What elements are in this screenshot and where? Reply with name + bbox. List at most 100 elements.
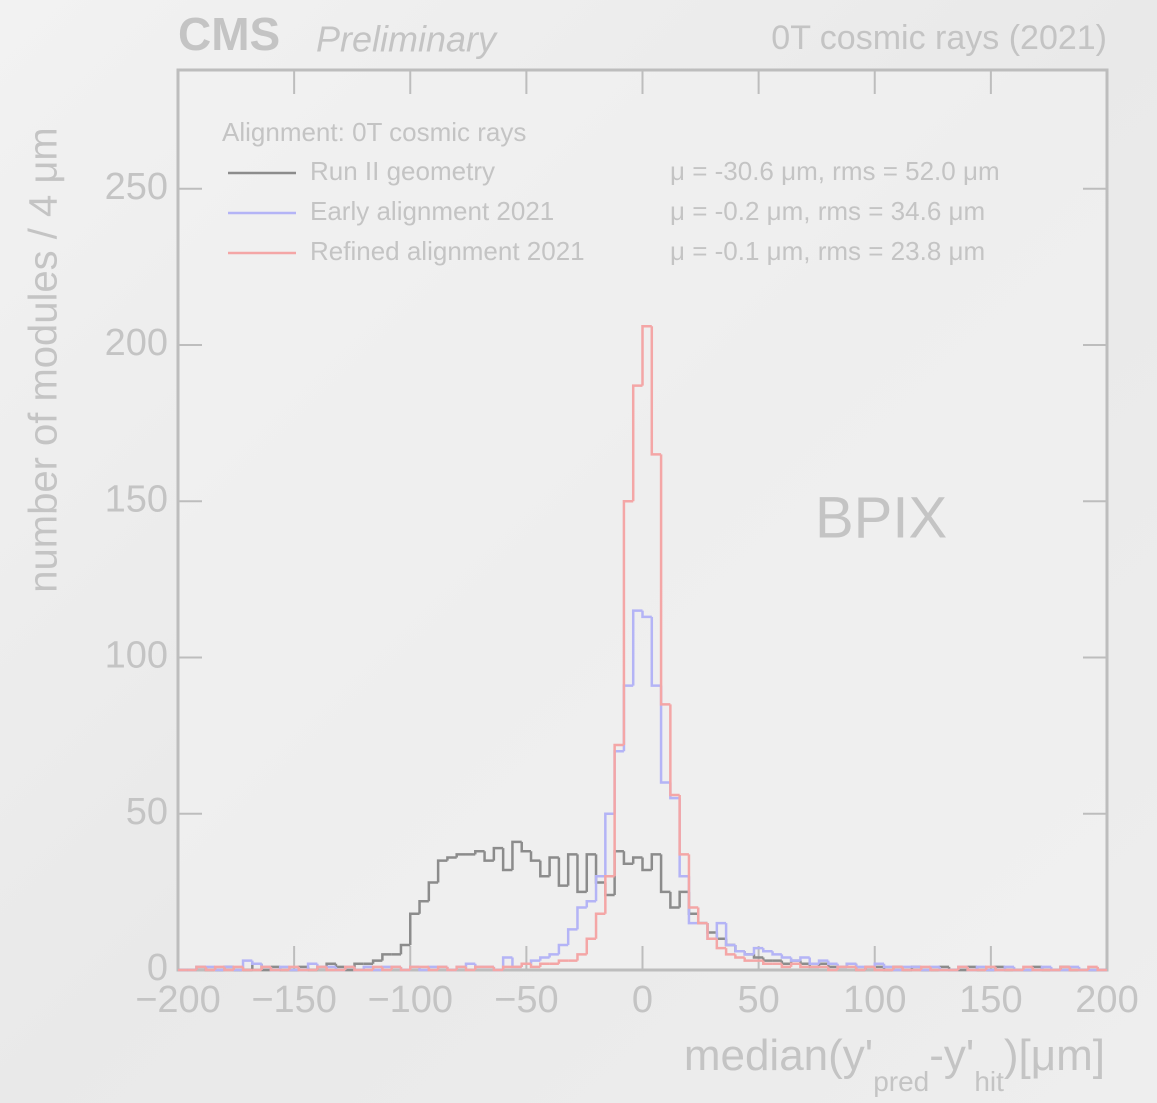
histogram-bin [539, 860, 550, 878]
histogram-bin [474, 850, 485, 855]
histogram-bin [557, 857, 569, 887]
histogram-bin [501, 848, 513, 872]
histogram-bin [771, 951, 782, 956]
histogram-bin [316, 965, 327, 970]
y-tick-label: 100 [105, 635, 168, 677]
histogram-bin [669, 704, 680, 797]
histogram-bin [511, 840, 522, 870]
y-tick-label: 150 [105, 478, 168, 520]
histogram-bin [715, 921, 727, 939]
histogram-bin [501, 965, 513, 970]
histogram-bin [622, 500, 634, 745]
histogram-bin [984, 965, 996, 970]
histogram-bin [390, 965, 401, 970]
x-tick-label: −50 [494, 979, 558, 1021]
y-axis-label: number of modules / 4 μm [22, 127, 66, 592]
legend-label: Run II geometry [310, 156, 495, 186]
region-label: BPIX [815, 485, 947, 550]
histogram-bin [882, 963, 894, 969]
histogram-bin [631, 856, 643, 864]
histogram-bin [650, 853, 662, 870]
histogram-bin [659, 454, 671, 706]
histogram-bin [827, 960, 838, 965]
x-tick-label: −100 [367, 979, 453, 1021]
histogram-bin [548, 856, 559, 877]
histogram-bin [715, 938, 727, 950]
histogram-bin [260, 965, 271, 970]
histogram-bin [1031, 966, 1042, 972]
x-tick-label: −150 [251, 979, 337, 1021]
histogram-bin [817, 959, 829, 964]
histogram-bin [213, 965, 225, 970]
histogram-bin [659, 854, 671, 894]
histogram-bin [1068, 966, 1080, 972]
histogram-bin [455, 965, 466, 970]
histogram-bin [650, 326, 662, 456]
histogram-bin [306, 962, 318, 970]
histogram-bin [622, 851, 634, 865]
histogram-bin [678, 795, 689, 856]
histogram-bin [195, 965, 206, 970]
histogram-bin [724, 948, 736, 956]
histogram-bin [901, 966, 912, 972]
histogram-bin [724, 923, 736, 947]
histogram-bin [734, 945, 745, 953]
histogram-bin [474, 965, 485, 970]
histogram-bin [539, 962, 550, 967]
histogram-bin [251, 960, 262, 965]
histogram-bin [762, 960, 773, 965]
histogram-bin [325, 966, 336, 972]
histogram-bin [631, 384, 643, 502]
x-tick-label: 150 [959, 979, 1022, 1021]
histogram-bin [994, 966, 1005, 972]
plot-area [178, 70, 1107, 970]
histogram-bin [492, 846, 504, 861]
histogram-bin [436, 859, 448, 883]
histogram-bin [427, 881, 439, 902]
histogram-bin [566, 928, 578, 945]
histogram-bin [613, 743, 624, 877]
x-label-part: median(y' [684, 1031, 873, 1080]
histogram-bin [706, 923, 717, 940]
histogram-bin [1059, 965, 1070, 970]
histogram-bin [381, 966, 392, 972]
legend-stats: μ = -0.1 μm, rms = 23.8 μm [670, 236, 985, 266]
histogram-bin [557, 943, 569, 955]
histogram-bin [343, 965, 355, 970]
histogram-bin [529, 963, 541, 969]
histogram-bin [604, 875, 615, 914]
histogram-bin [641, 610, 652, 619]
histogram-bin [929, 966, 940, 972]
histogram-bin [288, 965, 299, 970]
histogram-bin [604, 812, 615, 877]
histogram-bin [864, 965, 875, 970]
histogram-bin [789, 962, 801, 967]
histogram-bin [371, 965, 383, 970]
histogram-bin [1096, 966, 1107, 972]
histogram-bin [799, 956, 810, 961]
histogram-bin [631, 609, 643, 686]
histogram-bin [455, 853, 466, 858]
histogram-bin [594, 912, 606, 939]
histogram-bin [762, 948, 773, 953]
histogram-bin [557, 959, 569, 964]
histogram-bin [548, 953, 559, 958]
histogram-bin [409, 965, 420, 970]
histogram-bin [678, 890, 689, 908]
histogram-bin [204, 966, 216, 972]
histogram-bin [418, 900, 429, 914]
histogram-bin [409, 912, 420, 945]
histogram-bin [780, 954, 792, 959]
histogram-bin [381, 953, 392, 961]
legend-label: Early alignment 2021 [310, 196, 554, 226]
histogram-bin [873, 966, 885, 972]
histogram-bin [641, 325, 652, 386]
x-label-part: -y' [929, 1031, 974, 1080]
histogram-bin [966, 966, 977, 972]
x-label-part: )[μm] [1004, 1031, 1105, 1080]
y-tick-label: 0 [147, 947, 168, 989]
histogram-bin [650, 616, 662, 687]
histogram-bin [371, 959, 383, 964]
histogram-bin [297, 966, 309, 972]
